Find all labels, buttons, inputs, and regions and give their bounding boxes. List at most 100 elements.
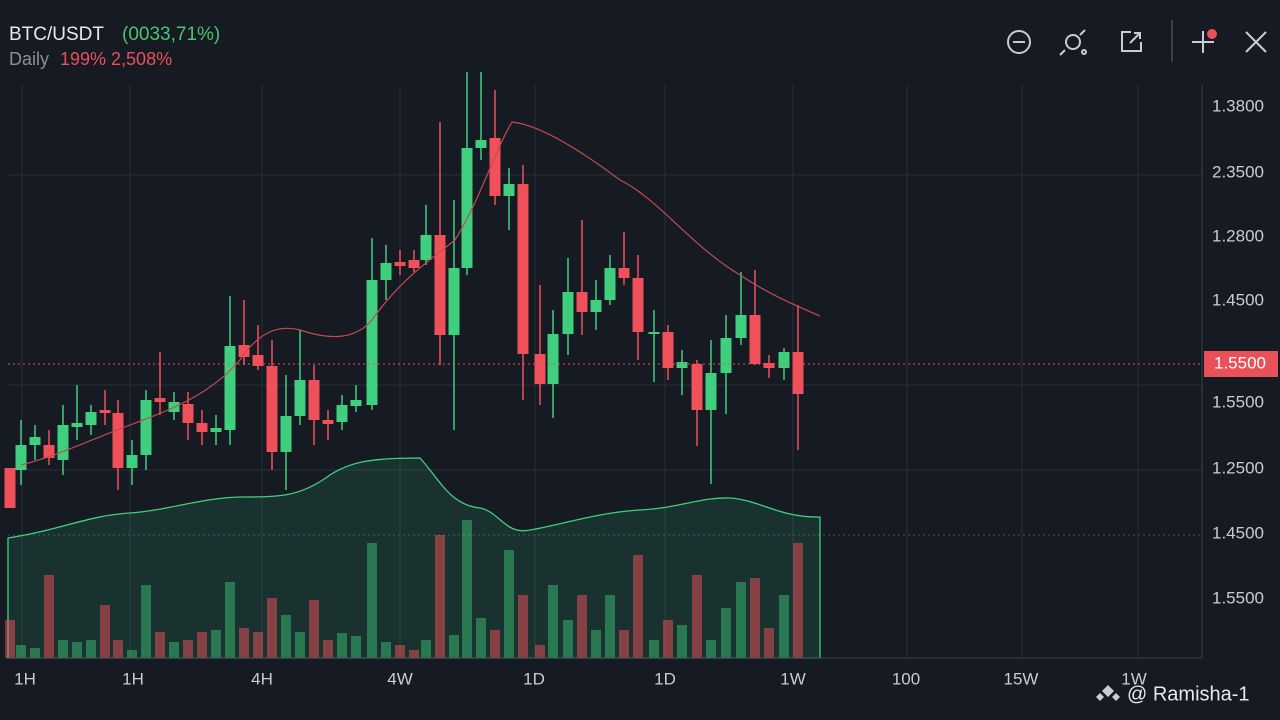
- price-label: 1.3800: [1212, 96, 1264, 115]
- volume-bar: [58, 640, 68, 658]
- candle-body: [676, 362, 688, 368]
- volume-bar: [504, 550, 514, 658]
- moving-average: [20, 121, 821, 466]
- candle-body: [662, 332, 674, 368]
- volume-bar: [267, 598, 277, 658]
- time-label: 1H: [122, 669, 144, 688]
- pair: BTC/USDT: [9, 24, 104, 45]
- candle-body: [517, 184, 529, 354]
- volume-bar: [577, 595, 587, 658]
- candle-body: [336, 405, 348, 422]
- candle-body: [461, 148, 473, 268]
- volume-bar: [44, 575, 54, 658]
- candle-body: [632, 278, 644, 332]
- volume-bar: [395, 645, 405, 658]
- volume-bar: [721, 608, 731, 658]
- candle-body: [29, 437, 41, 445]
- volume-bar: [518, 595, 528, 658]
- candle-body: [308, 380, 320, 420]
- candle-body: [322, 420, 334, 424]
- interval: Daily: [9, 49, 49, 69]
- candle-body: [252, 355, 264, 366]
- volume-bar: [619, 630, 629, 658]
- current-price-tag: [1204, 351, 1278, 377]
- volume-bar: [127, 650, 137, 658]
- candle-body: [763, 363, 775, 368]
- candle-body: [618, 268, 630, 278]
- plot: [4, 72, 821, 659]
- time-label: 1H: [14, 669, 36, 688]
- indicator-button[interactable]: [1059, 29, 1087, 56]
- candle-body: [15, 445, 27, 470]
- candle-body: [210, 428, 222, 432]
- watermark-text: @ Ramisha-1: [1127, 683, 1250, 705]
- volume-bar: [281, 615, 291, 658]
- settings-button[interactable]: [1121, 31, 1142, 52]
- candle-body: [238, 345, 250, 357]
- candle-body: [735, 315, 747, 338]
- candle-body: [448, 268, 460, 335]
- volume-bar: [72, 642, 82, 658]
- volume-bar: [649, 640, 659, 658]
- candle-body: [534, 354, 546, 384]
- volume-bar: [462, 520, 472, 658]
- volume-bar: [367, 543, 377, 658]
- candle-body: [99, 410, 111, 413]
- volume-bar: [141, 585, 151, 658]
- price-label: 1.2800: [1212, 226, 1264, 245]
- volume-bar: [155, 632, 165, 658]
- time-label: 1D: [523, 669, 545, 688]
- volume-bar: [16, 645, 26, 658]
- logo: [1096, 685, 1120, 701]
- volume-bar: [183, 640, 193, 658]
- candle-body: [182, 404, 194, 423]
- candle-body: [749, 315, 761, 364]
- time-label: 4H: [251, 669, 273, 688]
- candle-body: [489, 138, 501, 196]
- header: BTC/USDT (0033,71%) Daily 199% 2,508%: [9, 24, 220, 69]
- volume-bar: [211, 630, 221, 658]
- toolbar: [1007, 20, 1267, 62]
- candle-body: [126, 455, 138, 468]
- candle-body: [140, 400, 152, 455]
- candle-body: [196, 423, 208, 432]
- candle-body: [71, 423, 83, 427]
- stats: 199% 2,508%: [60, 49, 172, 69]
- volume-bar: [113, 640, 123, 658]
- candle-body: [408, 260, 420, 268]
- volume-bar: [381, 642, 391, 658]
- volume-bar: [548, 585, 558, 658]
- volume-bar: [309, 600, 319, 658]
- candle-body: [475, 140, 487, 148]
- time-label: 1W: [780, 669, 806, 688]
- volume-bar: [253, 632, 263, 658]
- watermark: @ Ramisha-1: [1096, 683, 1250, 705]
- volume-bar: [295, 632, 305, 658]
- candle-body: [380, 263, 392, 280]
- volume-bar: [706, 640, 716, 658]
- volume-bar: [5, 620, 15, 658]
- close-button[interactable]: [1245, 31, 1267, 53]
- volume-bar: [779, 595, 789, 658]
- volume-bar: [409, 650, 419, 658]
- price-label: 1.2500: [1212, 458, 1264, 477]
- candle-body: [85, 412, 97, 425]
- candle-body: [57, 425, 69, 460]
- candle-body: [420, 235, 432, 260]
- change: (0033,71%): [122, 24, 220, 45]
- add-button[interactable]: [1192, 29, 1217, 53]
- price-label: 1.4500: [1212, 290, 1264, 309]
- zoom-out-button[interactable]: [1007, 30, 1031, 54]
- volume-bar: [197, 632, 207, 658]
- volume-bar: [337, 633, 347, 658]
- volume-bar: [225, 582, 235, 658]
- candle-body: [154, 398, 166, 402]
- time-label: 4W: [387, 669, 413, 688]
- volume-bar: [86, 640, 96, 658]
- candle-body: [705, 373, 717, 410]
- candle-body: [394, 262, 406, 266]
- candle-body: [562, 292, 574, 334]
- volume-bar: [476, 618, 486, 658]
- price-label: 1.4500: [1212, 523, 1264, 542]
